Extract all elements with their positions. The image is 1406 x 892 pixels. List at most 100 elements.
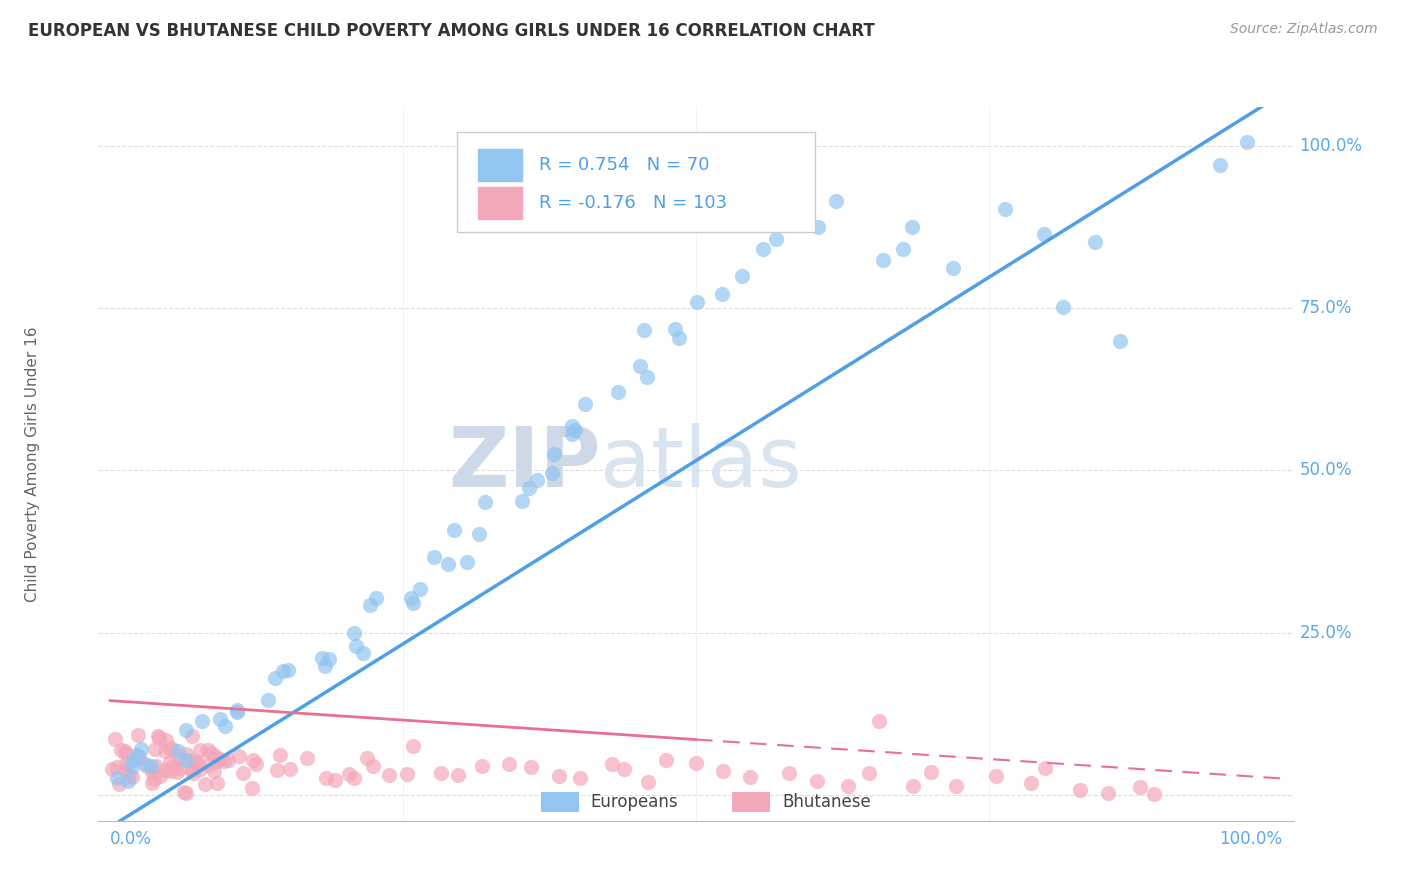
Point <box>125 752 148 766</box>
Point <box>498 756 520 771</box>
Point <box>128 750 150 764</box>
Point <box>807 219 830 234</box>
Point <box>162 759 184 773</box>
Point <box>1052 300 1074 314</box>
Point <box>295 751 318 765</box>
Point <box>174 723 197 737</box>
Text: EUROPEAN VS BHUTANESE CHILD POVERTY AMONG GIRLS UNDER 16 CORRELATION CHART: EUROPEAN VS BHUTANESE CHILD POVERTY AMON… <box>28 22 875 40</box>
Point <box>184 756 207 770</box>
Point <box>713 764 735 778</box>
Point <box>159 755 181 769</box>
Point <box>314 659 336 673</box>
Point <box>858 765 880 780</box>
Point <box>561 418 583 433</box>
Point <box>202 764 225 779</box>
Point <box>136 759 159 773</box>
Point <box>837 779 859 793</box>
Point <box>115 747 138 761</box>
Point <box>359 598 381 612</box>
Point <box>664 322 686 336</box>
Point <box>344 639 367 653</box>
Point <box>114 763 136 777</box>
Point <box>143 742 166 756</box>
Point <box>169 761 191 775</box>
Point <box>752 242 775 256</box>
Point <box>517 481 540 495</box>
Point <box>893 242 915 256</box>
Point <box>356 751 378 765</box>
FancyBboxPatch shape <box>477 148 523 182</box>
Point <box>217 754 239 768</box>
Point <box>205 775 228 789</box>
Point <box>1129 780 1152 794</box>
Point <box>984 769 1007 783</box>
Point <box>778 766 800 780</box>
Point <box>994 202 1017 216</box>
Point <box>311 651 333 665</box>
Point <box>181 753 204 767</box>
Point <box>256 693 278 707</box>
Point <box>134 757 156 772</box>
Point <box>868 714 890 729</box>
Point <box>181 729 204 743</box>
Point <box>107 771 129 785</box>
FancyBboxPatch shape <box>540 792 579 812</box>
Point <box>402 739 425 754</box>
Point <box>456 555 478 569</box>
Text: 100.0%: 100.0% <box>1299 137 1362 155</box>
Text: 100.0%: 100.0% <box>1219 830 1282 848</box>
Point <box>1069 783 1091 797</box>
Point <box>277 663 299 677</box>
Point <box>613 762 636 776</box>
Point <box>107 777 129 791</box>
Point <box>174 786 197 800</box>
Point <box>200 746 222 760</box>
Point <box>153 764 176 778</box>
Point <box>148 731 170 745</box>
Point <box>437 557 460 571</box>
Point <box>323 773 346 788</box>
Point <box>361 759 384 773</box>
Point <box>543 447 565 461</box>
Point <box>127 728 149 742</box>
Point <box>139 758 162 772</box>
Point <box>166 765 188 780</box>
Point <box>167 744 190 758</box>
Point <box>101 762 124 776</box>
Point <box>901 220 924 235</box>
Point <box>402 596 425 610</box>
Text: atlas: atlas <box>600 424 801 504</box>
Point <box>167 750 190 764</box>
Point <box>1084 235 1107 250</box>
Point <box>824 194 846 209</box>
Point <box>343 626 366 640</box>
Point <box>145 758 167 772</box>
Point <box>447 767 470 781</box>
Point <box>225 706 247 720</box>
Point <box>1097 786 1119 800</box>
Point <box>547 769 569 783</box>
Point <box>104 732 127 747</box>
Point <box>264 671 287 685</box>
Point <box>278 762 301 776</box>
Point <box>232 765 254 780</box>
Point <box>602 757 624 772</box>
Point <box>188 743 211 757</box>
Point <box>806 773 828 788</box>
Point <box>121 770 143 784</box>
Point <box>561 427 583 442</box>
Point <box>143 772 166 787</box>
Point <box>685 756 707 770</box>
Point <box>181 766 204 780</box>
Text: ZIP: ZIP <box>449 424 600 504</box>
Point <box>226 703 249 717</box>
Point <box>443 524 465 538</box>
Point <box>159 764 181 779</box>
Point <box>740 770 762 784</box>
Point <box>468 527 491 541</box>
Point <box>121 754 143 768</box>
Text: Bhutanese: Bhutanese <box>782 793 870 811</box>
Point <box>636 370 658 384</box>
Point <box>129 741 152 756</box>
Point <box>271 665 294 679</box>
